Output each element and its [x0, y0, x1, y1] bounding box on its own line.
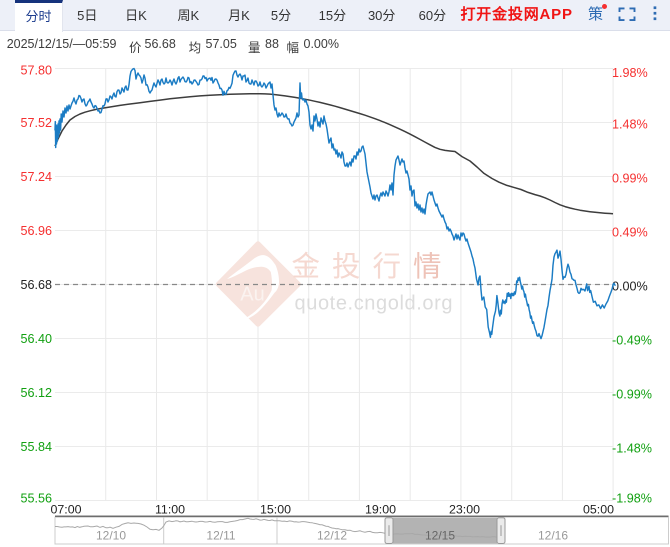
- svg-text:07:00: 07:00: [51, 503, 82, 517]
- svg-text:23:00: 23:00: [449, 503, 480, 517]
- svg-text:0.00%: 0.00%: [612, 280, 648, 294]
- svg-text:1.98%: 1.98%: [612, 66, 648, 80]
- svg-text:Au: Au: [240, 284, 264, 306]
- svg-text:-1.98%: -1.98%: [612, 492, 652, 506]
- svg-text:1.48%: 1.48%: [612, 118, 648, 132]
- svg-text:-0.99%: -0.99%: [612, 388, 652, 402]
- svg-text:12/16: 12/16: [538, 529, 568, 543]
- svg-text:12/12: 12/12: [317, 529, 347, 543]
- svg-text:57.24: 57.24: [20, 170, 52, 184]
- svg-text:15:00: 15:00: [260, 503, 291, 517]
- svg-text:19:00: 19:00: [365, 503, 396, 517]
- svg-text:57.52: 57.52: [20, 116, 52, 130]
- svg-text:12/11: 12/11: [206, 529, 235, 543]
- svg-text:57.80: 57.80: [20, 63, 52, 77]
- svg-text:0.49%: 0.49%: [612, 226, 648, 240]
- svg-text:11:00: 11:00: [155, 503, 185, 517]
- svg-text:quote.cngold.org: quote.cngold.org: [295, 293, 454, 315]
- svg-text:56.68: 56.68: [20, 278, 52, 292]
- svg-text:05:00: 05:00: [583, 503, 614, 517]
- svg-text:55.56: 55.56: [20, 491, 52, 505]
- svg-text:-0.49%: -0.49%: [612, 334, 652, 348]
- svg-text:12/15: 12/15: [425, 529, 455, 543]
- svg-text:金投行情: 金投行情: [292, 251, 454, 283]
- svg-text:56.40: 56.40: [20, 332, 52, 346]
- svg-text:12/10: 12/10: [96, 529, 126, 543]
- svg-text:-1.48%: -1.48%: [612, 442, 652, 456]
- svg-text:56.96: 56.96: [20, 224, 52, 238]
- svg-text:56.12: 56.12: [20, 386, 52, 400]
- svg-text:55.84: 55.84: [20, 440, 52, 454]
- svg-text:0.99%: 0.99%: [612, 172, 648, 186]
